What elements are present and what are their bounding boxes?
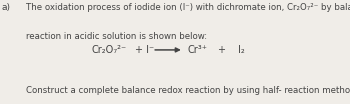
Text: Construct a complete balance redox reaction by using half- reaction method.: Construct a complete balance redox react… bbox=[26, 86, 350, 95]
Text: reaction in acidic solution is shown below:: reaction in acidic solution is shown bel… bbox=[26, 32, 207, 41]
Text: +: + bbox=[217, 45, 225, 55]
Text: I₂: I₂ bbox=[238, 45, 245, 55]
Text: Cr³⁺: Cr³⁺ bbox=[187, 45, 207, 55]
Text: + I⁻: + I⁻ bbox=[135, 45, 154, 55]
Text: Cr₂O₇²⁻: Cr₂O₇²⁻ bbox=[91, 45, 126, 55]
Text: a): a) bbox=[2, 3, 11, 12]
Text: The oxidation process of iodide ion (I⁻) with dichromate ion, Cr₂O₇²⁻ by balanci: The oxidation process of iodide ion (I⁻)… bbox=[26, 3, 350, 12]
